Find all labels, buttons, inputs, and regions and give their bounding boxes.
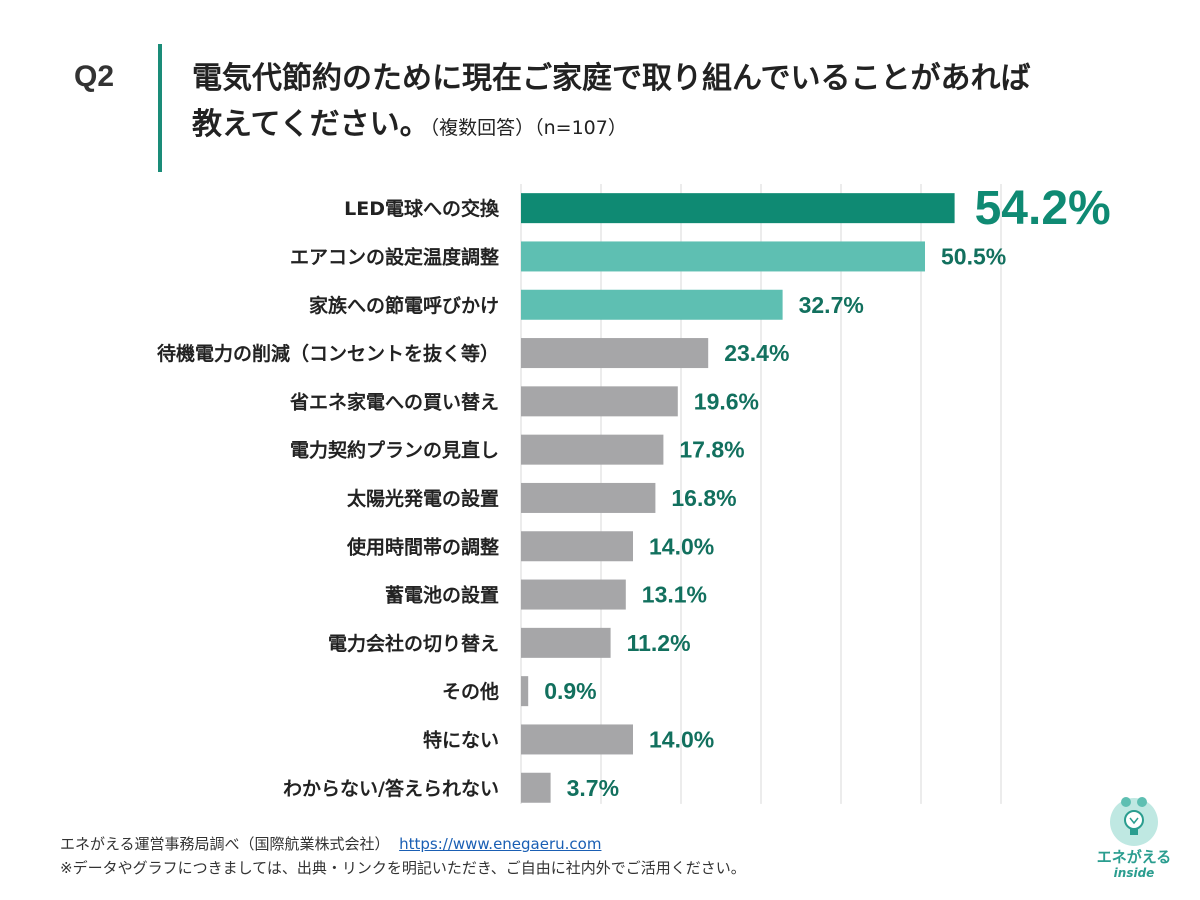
- logo-name: エネがえる: [1096, 848, 1172, 866]
- category-label: その他: [442, 680, 499, 703]
- bar: [521, 724, 633, 755]
- bulb-icon: [1110, 797, 1158, 846]
- bar: [521, 579, 626, 610]
- category-label: 使用時間帯の調整: [346, 535, 499, 558]
- title-divider: [158, 44, 162, 172]
- question-label: Q2: [74, 60, 115, 93]
- category-label: 電力会社の切り替え: [328, 632, 499, 655]
- data-label: 0.9%: [544, 678, 596, 704]
- bar: [521, 338, 709, 369]
- logo-sub: inside: [1113, 866, 1155, 880]
- page-title: 電気代節約のために現在ご家庭で取り組んでいることがあれば 教えてください。（複数…: [192, 56, 1152, 151]
- data-label: 14.0%: [649, 726, 714, 752]
- bar: [521, 531, 633, 562]
- data-label: 50.5%: [941, 243, 1006, 269]
- enegaeru-logo: エネがえる inside: [1084, 792, 1184, 892]
- bar: [521, 482, 656, 513]
- data-label: 3.7%: [567, 775, 619, 801]
- category-label: LED電球への交換: [344, 197, 500, 220]
- bar: [521, 386, 678, 417]
- bar: [521, 193, 955, 224]
- bar: [521, 627, 611, 658]
- category-label: わからない/答えられない: [283, 777, 499, 800]
- bar-chart: LED電球への交換 54.2% エアコンの設定温度調整 50.5% 家族への節電呼びかけ…: [157, 182, 1111, 804]
- title-note: （複数回答）（n=107）: [429, 117, 627, 139]
- data-label: 11.2%: [627, 630, 691, 656]
- data-label: 14.0%: [649, 533, 714, 559]
- category-label: 蓄電池の設置: [385, 584, 499, 607]
- title-line-1: 電気代節約のために現在ご家庭で取り組んでいることがあれば: [192, 61, 1031, 96]
- category-label: 電力契約プランの見直し: [290, 439, 499, 462]
- category-label: 家族への節電呼びかけ: [309, 294, 499, 317]
- bar: [521, 772, 551, 803]
- footer: エネがえる運営事務局調べ（国際航業株式会社） https://www.enega…: [60, 832, 746, 880]
- category-label: 太陽光発電の設置: [347, 487, 499, 510]
- footer-source-line: エネがえる運営事務局調べ（国際航業株式会社） https://www.enega…: [60, 832, 746, 856]
- bar: [521, 289, 783, 320]
- data-label: 23.4%: [724, 340, 789, 366]
- category-label: 特にない: [423, 729, 499, 751]
- bar: [521, 241, 925, 272]
- data-label: 16.8%: [671, 485, 736, 511]
- footer-note: ※データやグラフにつきましては、出典・リンクを明記いただき、ご自由に社内外でご活…: [60, 859, 746, 877]
- category-label: 待機電力の削減（コンセントを抜く等）: [157, 342, 499, 365]
- data-label: 17.8%: [679, 437, 744, 463]
- category-label: エアコンの設定温度調整: [290, 245, 499, 268]
- category-label: 省エネ家電への買い替え: [289, 390, 499, 413]
- footer-source: エネがえる運営事務局調べ（国際航業株式会社）: [60, 835, 390, 853]
- bar: [521, 434, 664, 465]
- bar: [521, 676, 529, 707]
- title-line-2-text: 教えてください。: [192, 107, 430, 142]
- data-label: 32.7%: [799, 292, 864, 318]
- data-label: 13.1%: [642, 582, 707, 608]
- data-label: 54.2%: [975, 182, 1111, 235]
- footer-link[interactable]: https://www.enegaeru.com: [399, 835, 602, 853]
- data-label: 19.6%: [694, 388, 759, 414]
- title-line-2: 教えてください。（複数回答）（n=107）: [192, 102, 1152, 151]
